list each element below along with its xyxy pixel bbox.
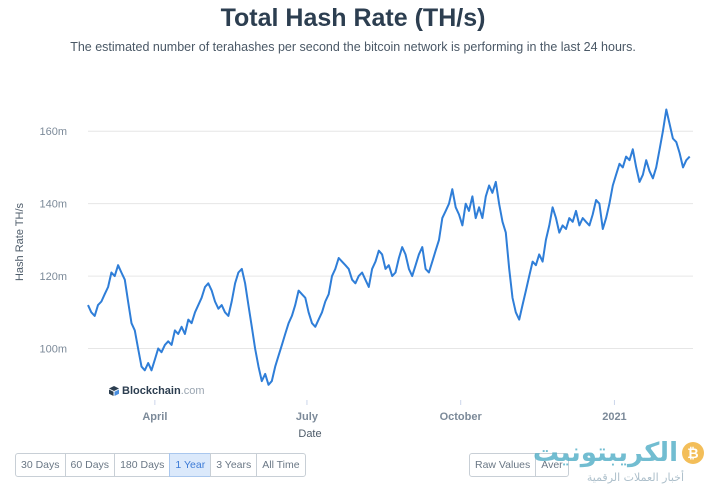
average-button[interactable]: Aver	[535, 453, 569, 477]
range-button-all-time[interactable]: All Time	[256, 453, 306, 477]
watermark: الكريبتونيت أخبار العملات الرقمية ₿	[520, 438, 706, 490]
x-tick-label: July	[296, 411, 319, 423]
brand-name: Blockchain	[122, 385, 181, 397]
chart-subtitle: The estimated number of terahashes per s…	[70, 40, 636, 54]
y-tick-label: 120m	[39, 271, 67, 283]
range-button-3-years[interactable]: 3 Years	[210, 453, 258, 477]
chart-title: Total Hash Rate (TH/s)	[220, 4, 486, 32]
brand-domain: .com	[180, 385, 205, 397]
blockchain-brand: Blockchain .com	[109, 385, 205, 397]
blockchain-logo-icon	[109, 386, 119, 396]
range-button-60-days[interactable]: 60 Days	[64, 453, 116, 477]
raw-values-button[interactable]: Raw Values	[469, 453, 537, 477]
x-axis-label: Date	[298, 428, 321, 440]
value-mode-selector: Raw Values Aver	[469, 453, 569, 477]
x-tick-label: October	[440, 411, 483, 423]
y-axis-ticks: 100m 120m 140m 160m	[39, 126, 67, 355]
y-tick-label: 140m	[39, 199, 67, 211]
x-tick-label: April	[142, 411, 167, 423]
x-axis-ticks: April July October 2021	[142, 400, 627, 423]
bitcoin-coin-icon: ₿	[682, 442, 704, 464]
range-button-180-days[interactable]: 180 Days	[114, 453, 171, 477]
grid-lines	[88, 130, 693, 350]
y-tick-label: 160m	[39, 126, 67, 138]
hash-rate-chart: 100m 120m 140m 160m April July October 2021 Da…	[14, 108, 693, 440]
range-button-1-year[interactable]: 1 Year	[169, 453, 212, 477]
y-axis-label: Hash Rate TH/s	[14, 202, 26, 281]
y-tick-label: 100m	[39, 344, 67, 356]
x-tick-label: 2021	[602, 411, 626, 423]
watermark-subtitle: أخبار العملات الرقمية	[586, 471, 684, 484]
range-button-30-days[interactable]: 30 Days	[15, 453, 66, 477]
hash-rate-line	[87, 108, 691, 386]
time-range-selector: 30 Days 60 Days 180 Days 1 Year 3 Years …	[15, 453, 306, 477]
watermark-text: الكريبتونيت	[532, 438, 678, 468]
